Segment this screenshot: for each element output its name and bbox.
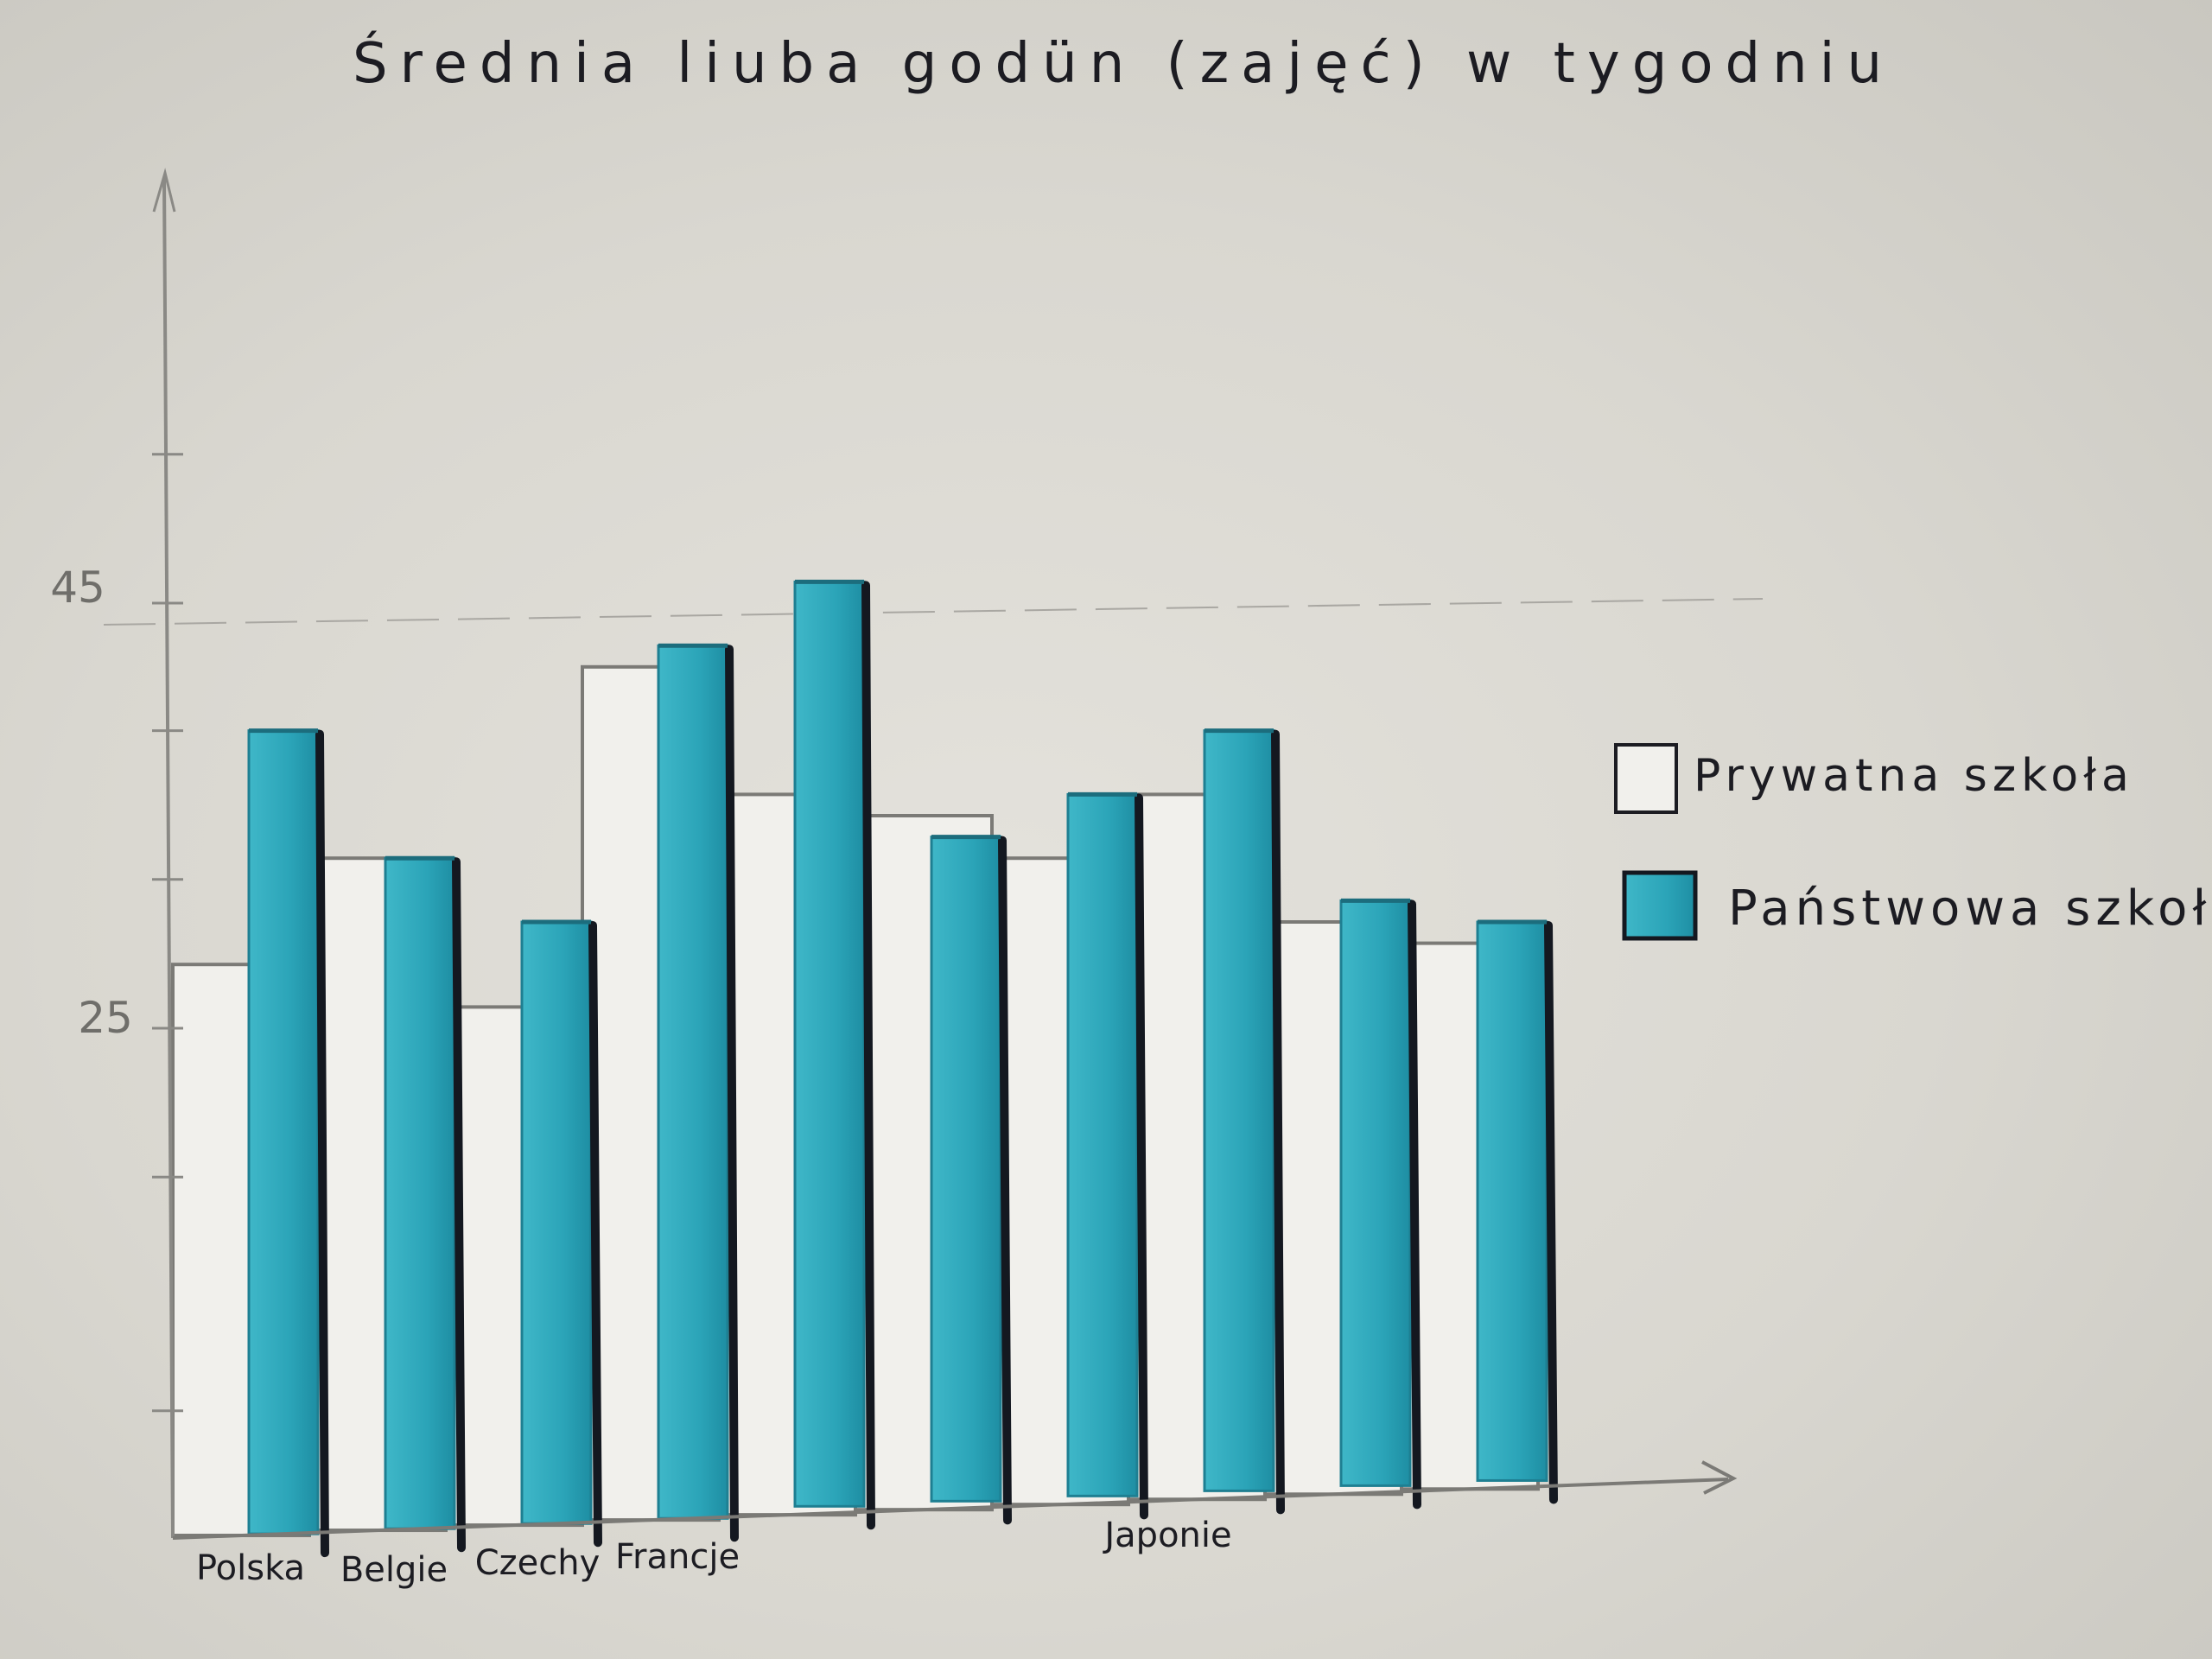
chart-title: Średnia liuba godün (zajęć) w tygodniu <box>353 30 1894 96</box>
y-axis-arrow <box>152 168 176 213</box>
legend: Prywatna szkoła Państwowa szkoła <box>1614 743 2212 941</box>
reference-line-45 <box>103 598 1764 626</box>
x-tick-label-japonia: Japonie <box>1102 1516 1231 1555</box>
public-bar-ink-edge-6 <box>998 836 1012 1525</box>
public-bar-7 <box>1066 792 1139 1497</box>
x-axis <box>172 1478 1729 1540</box>
public-bar-6 <box>930 836 1002 1503</box>
y-tick-label: 25 <box>78 993 133 1043</box>
legend-label-private: Prywatna szkoła <box>1694 750 2134 802</box>
public-bar-2 <box>384 856 456 1530</box>
x-tick-label-czechy: Czechy <box>475 1543 601 1583</box>
x-axis-category-labels: Polska Belgie Czechy Francje Japonie <box>196 1516 1232 1590</box>
legend-swatch-public <box>1622 870 1698 941</box>
legend-swatch-private <box>1614 743 1678 814</box>
public-bar-ink-edge-9 <box>1408 899 1421 1510</box>
x-tick-label-francja: Francje <box>615 1537 740 1577</box>
x-tick-label-belgia: Belgie <box>340 1550 448 1590</box>
public-bar-ink-edge-8 <box>1271 729 1285 1515</box>
public-bar-10 <box>1476 920 1548 1482</box>
y-axis <box>162 176 175 1539</box>
public-bar-5 <box>793 580 866 1508</box>
public-bar-8 <box>1203 729 1275 1492</box>
public-bar-ink-edge-2 <box>452 857 466 1553</box>
public-school-bars <box>247 579 1558 1558</box>
y-axis-ticks <box>152 453 183 1413</box>
public-bar-ink-edge-1 <box>315 729 329 1558</box>
public-bar-ink-edge-4 <box>725 645 739 1542</box>
reference-lines <box>103 598 1764 626</box>
public-bar-9 <box>1339 899 1412 1487</box>
axes <box>152 168 1738 1540</box>
public-bar-ink-edge-3 <box>588 921 602 1548</box>
public-bar-ink-edge-10 <box>1544 921 1558 1504</box>
public-bar-ink-edge-7 <box>1135 793 1148 1520</box>
x-axis-arrow <box>1701 1460 1738 1495</box>
y-tick-label: 45 <box>50 563 105 613</box>
y-axis-tick-labels: 45 25 <box>50 563 133 1043</box>
legend-label-public: Państwowa szkoła <box>1728 880 2212 937</box>
public-bar-ink-edge-5 <box>861 581 875 1530</box>
public-bar-1 <box>247 729 320 1535</box>
x-tick-label-polska: Polska <box>196 1548 305 1588</box>
public-bar-3 <box>520 920 593 1525</box>
public-bar-4 <box>657 644 729 1520</box>
